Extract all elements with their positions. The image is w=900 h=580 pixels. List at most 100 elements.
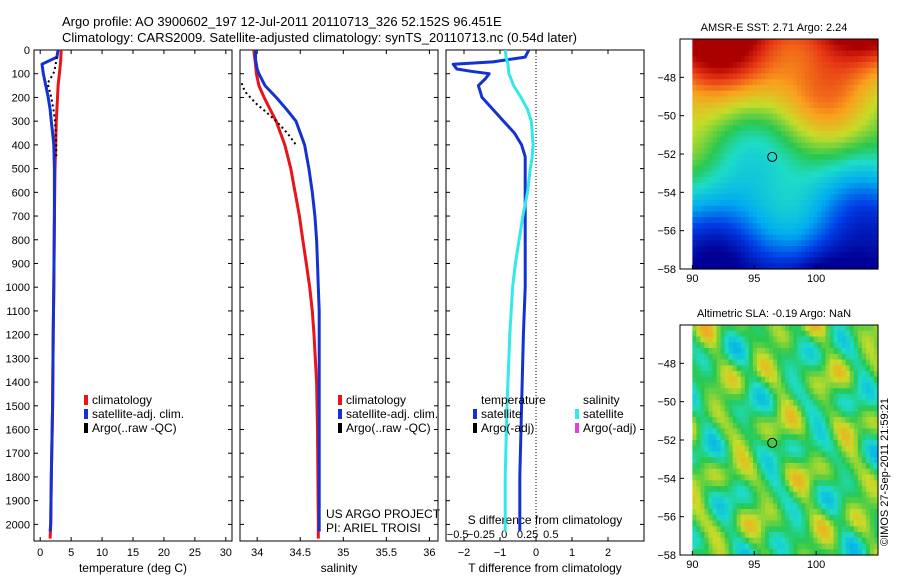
map-cell bbox=[700, 67, 706, 75]
map-cell bbox=[692, 154, 698, 161]
legend-label-argo: Argo(..raw -QC) bbox=[92, 421, 177, 435]
map-cell bbox=[740, 240, 746, 247]
map-cell bbox=[845, 44, 851, 52]
map-cell bbox=[785, 336, 790, 343]
map-cell bbox=[748, 543, 754, 550]
map-cell bbox=[769, 440, 774, 447]
map-cell bbox=[801, 325, 806, 332]
map-cell bbox=[793, 514, 798, 522]
map-cell bbox=[708, 405, 714, 412]
map-cell bbox=[849, 85, 855, 92]
map-cell bbox=[728, 200, 734, 207]
map-cell bbox=[857, 125, 863, 132]
map-cell bbox=[849, 234, 855, 241]
map-cell bbox=[704, 336, 710, 343]
map-cell bbox=[785, 223, 790, 230]
map-cell bbox=[708, 90, 714, 98]
map-cell bbox=[769, 257, 774, 264]
map-cell bbox=[740, 200, 746, 207]
map-cell bbox=[696, 131, 702, 138]
map-cell bbox=[853, 251, 859, 259]
map-cell bbox=[813, 62, 819, 69]
map-cell bbox=[740, 342, 746, 349]
map-cell bbox=[728, 142, 734, 149]
map-cell bbox=[873, 440, 879, 447]
map-cell bbox=[756, 359, 762, 366]
map-cell bbox=[841, 468, 847, 476]
map-cell bbox=[813, 211, 819, 218]
y-tick-label: −56 bbox=[657, 512, 676, 524]
map-cell bbox=[793, 537, 798, 545]
map-cell bbox=[760, 526, 766, 533]
map-cell bbox=[773, 480, 778, 487]
map-cell bbox=[777, 240, 782, 247]
map-cell bbox=[869, 263, 875, 270]
map-cell bbox=[853, 113, 859, 121]
map-cell bbox=[829, 159, 835, 167]
map-cell bbox=[720, 365, 726, 372]
map-cell bbox=[752, 526, 758, 533]
map-cell bbox=[797, 182, 802, 190]
map-cell bbox=[821, 154, 827, 161]
map-cell bbox=[748, 417, 754, 424]
map-cell bbox=[736, 399, 742, 407]
map-cell bbox=[740, 44, 746, 52]
map-cell bbox=[821, 543, 827, 550]
map-cell bbox=[732, 445, 738, 453]
map-cell bbox=[728, 468, 734, 476]
map-cell bbox=[869, 348, 875, 355]
map-cell bbox=[728, 119, 734, 126]
map-cell bbox=[857, 451, 863, 458]
map-cell bbox=[756, 246, 762, 253]
map-cell bbox=[873, 148, 879, 155]
map-cell bbox=[801, 399, 806, 407]
map-cell bbox=[700, 148, 706, 155]
map-cell bbox=[853, 79, 859, 86]
map-cell bbox=[865, 182, 871, 190]
map-cell bbox=[789, 451, 794, 458]
map-cell bbox=[760, 371, 766, 378]
map-cell bbox=[805, 405, 810, 412]
map-cell bbox=[821, 263, 827, 270]
map-cell bbox=[716, 457, 722, 464]
map-cell bbox=[692, 520, 698, 527]
map-cell bbox=[712, 359, 718, 366]
map-cell bbox=[732, 90, 738, 98]
map-cell bbox=[821, 56, 827, 63]
map-cell bbox=[817, 246, 823, 253]
map-cell bbox=[708, 96, 714, 103]
map-cell bbox=[853, 188, 859, 195]
map-cell bbox=[857, 543, 863, 550]
map-cell bbox=[825, 440, 831, 447]
map-cell bbox=[728, 182, 734, 190]
map-cell bbox=[781, 422, 786, 430]
map-cell bbox=[805, 451, 810, 458]
map-cell bbox=[773, 514, 778, 522]
map-cell bbox=[785, 182, 790, 190]
map-cell bbox=[789, 422, 794, 430]
map-cell bbox=[801, 131, 806, 138]
map-cell bbox=[696, 509, 702, 516]
map-cell bbox=[736, 405, 742, 412]
map-cell bbox=[873, 422, 879, 430]
map-cell bbox=[752, 376, 758, 384]
map-cell bbox=[809, 394, 815, 401]
map-cell bbox=[752, 50, 758, 57]
map-cell bbox=[769, 353, 774, 361]
y-tick-label: 0 bbox=[24, 45, 30, 57]
map-cell bbox=[805, 434, 810, 441]
map-cell bbox=[837, 85, 843, 92]
map-cell bbox=[797, 125, 802, 132]
map-cell bbox=[873, 177, 879, 184]
map-cell bbox=[752, 434, 758, 441]
map-cell bbox=[692, 131, 698, 138]
map-cell bbox=[781, 543, 786, 550]
map-cell bbox=[789, 217, 794, 224]
map-cell bbox=[760, 365, 766, 372]
map-cell bbox=[724, 480, 730, 487]
map-cell bbox=[716, 486, 722, 493]
map-cell bbox=[736, 85, 742, 92]
map-cell bbox=[837, 330, 843, 338]
map-cell bbox=[708, 422, 714, 430]
map-cell bbox=[845, 411, 851, 418]
